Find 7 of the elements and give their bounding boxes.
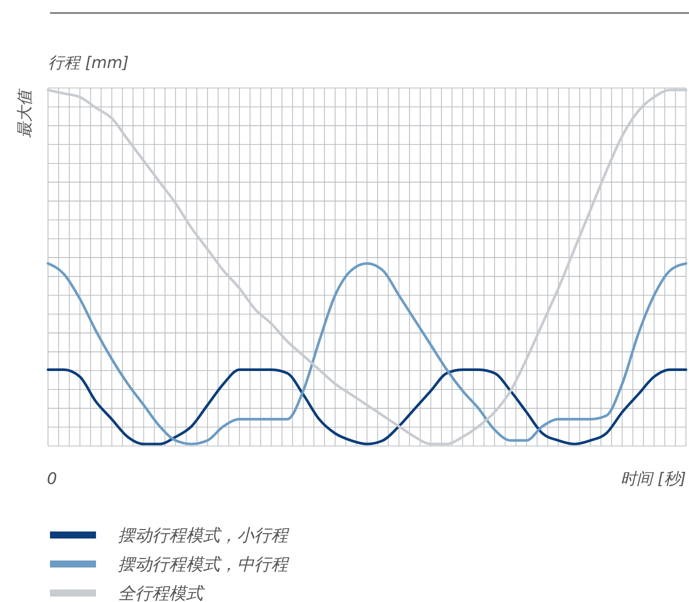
x-axis-title: 时间 [秒] <box>620 469 686 488</box>
y-axis-title: 行程 [mm] <box>48 53 129 72</box>
text: 最大值 <box>15 88 34 138</box>
legend-label: 全行程模式 <box>118 584 205 602</box>
legend-label: 摆动行程模式，小行程 <box>118 526 290 546</box>
text: 0 <box>46 469 58 488</box>
legend-label: 摆动行程模式，中行程 <box>118 555 290 575</box>
